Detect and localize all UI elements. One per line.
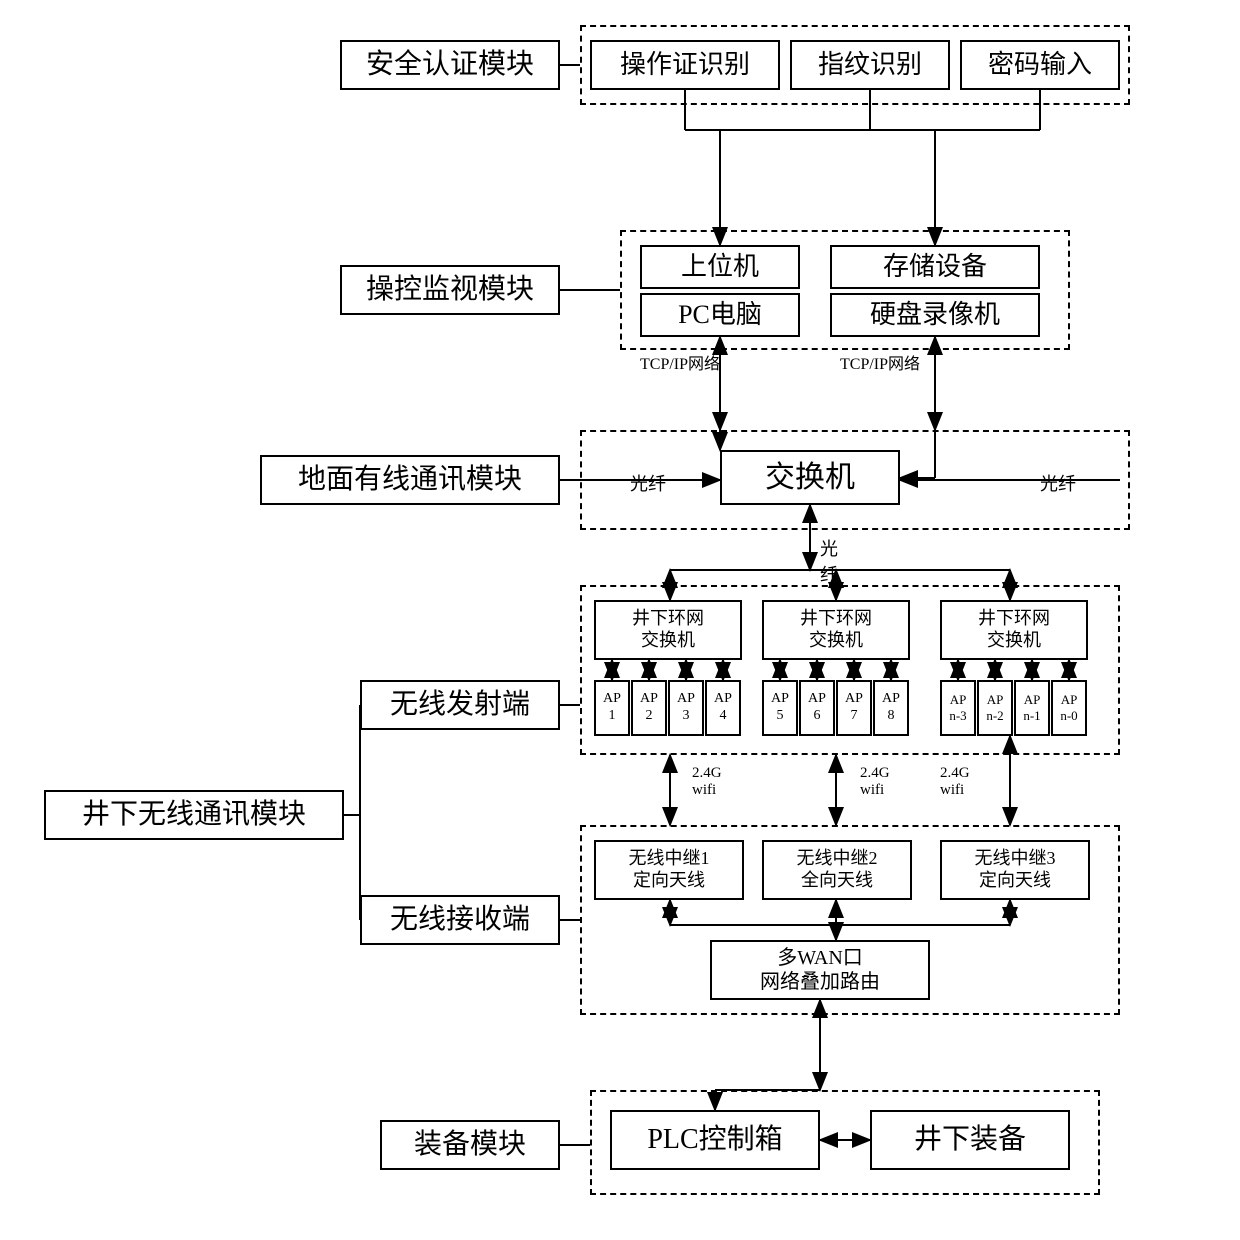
node-ring1: 井下环网 交换机 xyxy=(594,600,742,660)
node-m4a: 无线发射端 xyxy=(360,680,560,730)
node-relay3: 无线中继3 定向天线 xyxy=(940,840,1090,900)
node-ap12: AP n-0 xyxy=(1051,680,1087,736)
node-ap7: AP 7 xyxy=(836,680,872,736)
node-m2: 操控监视模块 xyxy=(340,265,560,315)
node-ap6: AP 6 xyxy=(799,680,835,736)
node-ctl_a: 上位机 xyxy=(640,245,800,289)
node-switch: 交换机 xyxy=(720,450,900,505)
node-plc: PLC控制箱 xyxy=(610,1110,820,1170)
label-fiber_v: 光 纤 xyxy=(820,535,838,587)
node-ap4: AP 4 xyxy=(705,680,741,736)
node-ap11: AP n-1 xyxy=(1014,680,1050,736)
node-m1: 安全认证模块 xyxy=(340,40,560,90)
node-router: 多WAN口 网络叠加路由 xyxy=(710,940,930,1000)
label-wifi2: 2.4G wifi xyxy=(860,765,890,799)
node-ap5: AP 5 xyxy=(762,680,798,736)
label-fiber_r: 光纤 xyxy=(1040,470,1076,496)
node-m4: 井下无线通讯模块 xyxy=(44,790,344,840)
diagram-canvas: 安全认证模块操控监视模块地面有线通讯模块井下无线通讯模块 无线发射端无线接收端装备… xyxy=(0,0,1240,1240)
node-relay2: 无线中继2 全向天线 xyxy=(762,840,912,900)
node-ap1: AP 1 xyxy=(594,680,630,736)
label-tcp1: TCP/IP网络 xyxy=(640,350,720,374)
node-ap2: AP 2 xyxy=(631,680,667,736)
node-ctl_b: PC电脑 xyxy=(640,293,800,337)
label-wifi1: 2.4G wifi xyxy=(692,765,722,799)
node-auth_b: 指纹识别 xyxy=(790,40,950,90)
node-ring3: 井下环网 交换机 xyxy=(940,600,1088,660)
label-fiber_l: 光纤 xyxy=(630,470,666,496)
node-ap9: AP n-3 xyxy=(940,680,976,736)
node-m3: 地面有线通讯模块 xyxy=(260,455,560,505)
label-wifi3: 2.4G wifi xyxy=(940,765,970,799)
node-ap10: AP n-2 xyxy=(977,680,1013,736)
node-ring2: 井下环网 交换机 xyxy=(762,600,910,660)
node-equip: 井下装备 xyxy=(870,1110,1070,1170)
node-m4b: 无线接收端 xyxy=(360,895,560,945)
node-relay1: 无线中继1 定向天线 xyxy=(594,840,744,900)
node-ctl_d: 硬盘录像机 xyxy=(830,293,1040,337)
node-ap3: AP 3 xyxy=(668,680,704,736)
node-auth_a: 操作证识别 xyxy=(590,40,780,90)
label-tcp2: TCP/IP网络 xyxy=(840,350,920,374)
node-ap8: AP 8 xyxy=(873,680,909,736)
node-m5: 装备模块 xyxy=(380,1120,560,1170)
node-ctl_c: 存储设备 xyxy=(830,245,1040,289)
node-auth_c: 密码输入 xyxy=(960,40,1120,90)
